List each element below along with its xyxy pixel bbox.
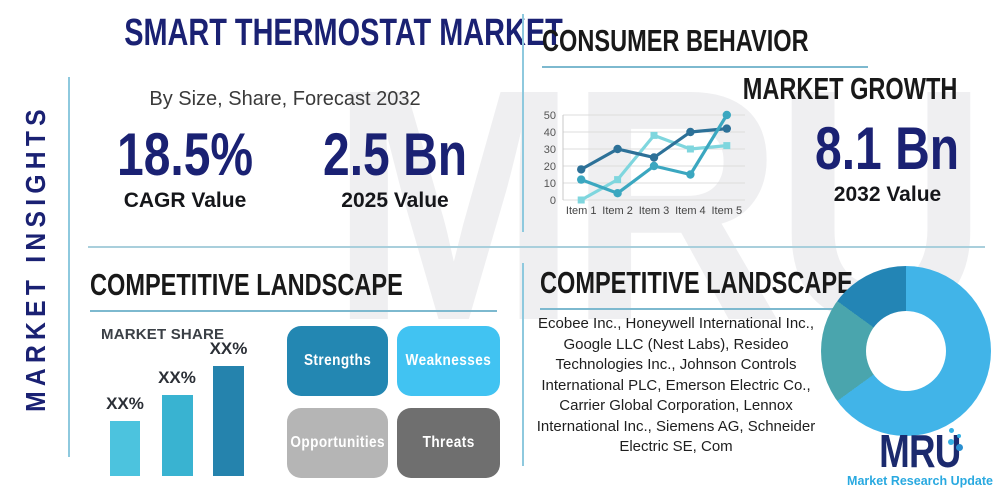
brand-logo: MRU Market Research Update	[845, 425, 995, 488]
svg-text:Item 5: Item 5	[712, 205, 743, 217]
stat-2032-value: 8.1 Bn	[815, 115, 960, 182]
stat-2025-label: 2025 Value	[341, 189, 449, 212]
svg-text:Item 1: Item 1	[566, 205, 597, 217]
competitive-landscape-left-underline	[90, 310, 497, 312]
stat-2025-value: 2.5 Bn	[323, 121, 468, 188]
logo-bubble-icon	[957, 434, 961, 438]
swot-box-opportunities: Opportunities	[287, 408, 388, 478]
bar-value-label: XX%	[106, 394, 144, 413]
series-dark-blue-marker	[686, 127, 695, 137]
horizontal-divider	[88, 246, 985, 248]
vertical-sidebar-label: MARKET INSIGHTS	[20, 104, 51, 412]
series-light-cyan-marker	[577, 196, 585, 204]
svg-text:0: 0	[550, 195, 556, 207]
series-dark-blue-marker	[613, 144, 622, 154]
bar-value-label: XX%	[209, 339, 248, 358]
svg-text:Item 4: Item 4	[675, 205, 706, 217]
vertical-divider-top	[522, 14, 524, 232]
series-dark-blue-marker	[722, 124, 731, 133]
swot-box-label: Weaknesses	[405, 352, 492, 369]
svg-text:Item 3: Item 3	[639, 205, 670, 217]
heading-market-growth: MARKET GROWTH	[742, 71, 957, 106]
logo-bubble-icon	[948, 439, 954, 445]
stat-2032: 8.1 Bn 2032 Value	[795, 118, 980, 207]
companies-list-text: Ecobee Inc., Honeywell International Inc…	[536, 315, 816, 455]
line-chart: 0 10 20 30 40 50 Item 1 Item 2 Item 3 Item 4 Item …	[528, 106, 760, 224]
swot-box-weaknesses: Weaknesses	[397, 326, 500, 396]
series-teal-marker	[722, 110, 731, 120]
brand-logo-text: MRU	[879, 425, 961, 477]
bar-2	[161, 395, 193, 476]
logo-bubble-icon	[956, 444, 963, 451]
svg-text:20: 20	[544, 161, 556, 173]
line-chart-svg: 0 10 20 30 40 50 Item 1 Item 2 Item 3 Item 4 Item …	[544, 110, 745, 217]
bar-value-label: XX%	[158, 368, 196, 387]
bar-1	[110, 421, 140, 476]
brand-logo-tagline: Market Research Update	[847, 474, 993, 488]
page-subtitle: By Size, Share, Forecast 2032	[149, 88, 421, 110]
series-teal-marker	[686, 170, 695, 179]
vertical-divider-bottom	[522, 263, 524, 466]
svg-text:50: 50	[544, 110, 556, 122]
swot-box-label: Strengths	[303, 352, 372, 369]
series-light-cyan-marker	[614, 176, 622, 184]
heading-competitive-landscape-right: COMPETITIVE LANDSCAPE	[540, 265, 853, 300]
logo-bubble-icon	[949, 428, 954, 433]
heading-competitive-landscape-left: COMPETITIVE LANDSCAPE	[90, 267, 403, 302]
svg-text:30: 30	[544, 144, 556, 156]
series-dark-blue-marker	[577, 165, 586, 174]
stat-2025: 2.5 Bn 2025 Value	[305, 124, 485, 213]
market-share-label: MARKET SHARE	[101, 326, 225, 343]
stat-cagr-label: CAGR Value	[123, 189, 247, 212]
swot-box-label: Opportunities	[290, 434, 385, 451]
series-teal-marker	[613, 189, 622, 198]
bar-3	[213, 366, 244, 476]
competitive-landscape-right-underline	[540, 308, 876, 310]
svg-text:10: 10	[544, 178, 556, 190]
bar-chart: XX% XX% XX%	[95, 339, 265, 476]
series-teal-marker	[577, 175, 586, 184]
heading-consumer-behavior: CONSUMER BEHAVIOR	[542, 23, 809, 58]
series-light-cyan-marker	[686, 145, 694, 153]
stat-cagr-value: 18.5%	[116, 121, 254, 188]
swot-box-label: Threats	[422, 434, 475, 451]
swot-box-threats: Threats	[397, 408, 500, 478]
svg-text:Item 2: Item 2	[602, 205, 633, 217]
sidebar-divider-line	[68, 77, 70, 457]
consumer-behavior-underline	[542, 66, 868, 68]
stat-cagr: 18.5% CAGR Value	[95, 124, 275, 213]
donut-chart	[821, 266, 991, 436]
series-teal-marker	[649, 161, 659, 171]
svg-text:40: 40	[544, 127, 556, 139]
series-light-cyan-marker	[650, 131, 658, 139]
swot-box-strengths: Strengths	[287, 326, 388, 396]
page-title: SMART THERMOSTAT MARKET	[124, 12, 563, 54]
series-light-cyan-marker	[723, 142, 731, 150]
stat-2032-label: 2032 Value	[833, 183, 942, 206]
swot-grid: Strengths Weaknesses Opportunities Threats	[287, 326, 500, 478]
series-dark-blue-marker	[649, 153, 659, 162]
